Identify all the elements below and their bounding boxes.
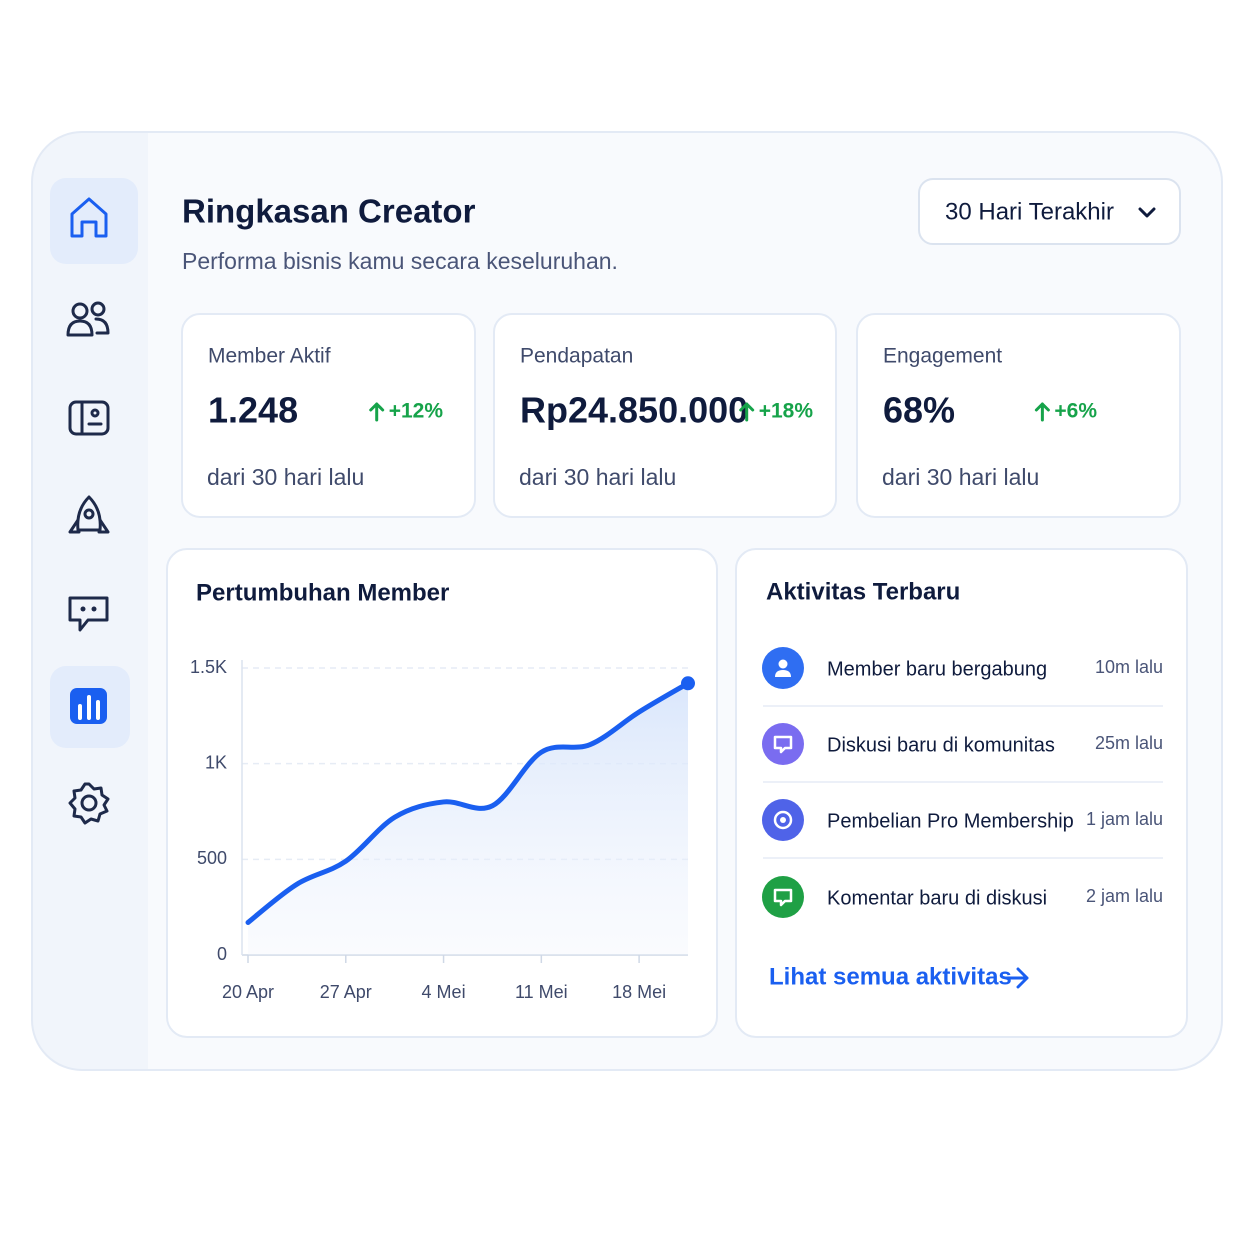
stat-value: Rp24.850.000: [520, 390, 748, 431]
stat-change: +6%: [1054, 400, 1097, 423]
activity-text: Komentar baru di diskusi: [827, 887, 1047, 909]
stat-note: dari 30 hari lalu: [207, 464, 364, 490]
nav-home[interactable]: [70, 197, 108, 238]
stat-card: [181, 313, 476, 518]
activity-title: Aktivitas Terbaru: [766, 578, 960, 605]
stat-note: dari 30 hari lalu: [519, 464, 676, 490]
icon-glyph: [773, 735, 793, 754]
period-label: 30 Hari Terakhir: [945, 198, 1114, 225]
stat-card: [856, 313, 1181, 518]
x-tick-label: 4 Mei: [422, 982, 466, 1002]
page-title: Ringkasan Creator: [182, 193, 476, 230]
period-dropdown[interactable]: [918, 178, 1181, 245]
up-arrow: [1034, 402, 1050, 422]
activity-text: Member baru bergabung: [827, 658, 1047, 680]
sidebar: [32, 132, 148, 1070]
y-tick-label: 500: [197, 848, 227, 868]
x-tick-label: 18 Mei: [612, 982, 666, 1002]
icon-glyph: [778, 659, 788, 669]
nav-content[interactable]: [68, 400, 110, 436]
up-arrow: [739, 402, 755, 422]
nav-analytics[interactable]: [70, 688, 107, 724]
nav-community[interactable]: [68, 596, 109, 632]
stat-change: +12%: [389, 400, 444, 423]
icon-glyph: [773, 810, 793, 830]
activity-icon: [762, 876, 804, 918]
up-arrow: [369, 402, 385, 422]
stat-label: Engagement: [883, 345, 1002, 368]
line: [245, 680, 691, 925]
activity-time: 2 jam lalu: [1086, 886, 1163, 906]
stat-label: Pendapatan: [520, 345, 633, 368]
stat-value: 1.248: [208, 390, 298, 431]
area: [248, 683, 688, 955]
nav-settings[interactable]: [68, 782, 110, 825]
icon-glyph: [775, 670, 791, 677]
y-tick-label: 1K: [205, 752, 227, 772]
nav-dot: [80, 606, 86, 612]
nav-launch[interactable]: [68, 495, 110, 534]
chevron: [1138, 207, 1156, 218]
y-tick-label: 0: [217, 944, 227, 964]
frame-border: [31, 131, 1223, 1071]
stat-value: 68%: [883, 390, 955, 431]
page-subtitle: Performa bisnis kamu secara keseluruhan.: [182, 248, 618, 274]
x-tick-label: 27 Apr: [320, 982, 372, 1002]
activity-icon: [762, 723, 804, 765]
activity-time: 25m lalu: [1095, 733, 1163, 753]
x-tick-label: 11 Mei: [515, 982, 568, 1002]
chart-title: Pertumbuhan Member: [196, 579, 449, 606]
activity-time: 10m lalu: [1095, 657, 1163, 677]
nav-members[interactable]: [66, 301, 110, 337]
stat-label: Member Aktif: [208, 345, 331, 368]
y-tick-label: 1.5K: [190, 657, 227, 677]
stat-note: dari 30 hari lalu: [882, 464, 1039, 490]
nav-dot: [91, 606, 97, 612]
activity-text: Pembelian Pro Membership: [827, 810, 1074, 832]
activity-time: 1 jam lalu: [1086, 809, 1163, 829]
activity-text: Diskusi baru di komunitas: [827, 734, 1055, 756]
stat-card: [493, 313, 837, 518]
icon-glyph: [780, 817, 786, 823]
end-point: [681, 676, 695, 691]
stat-change: +18%: [759, 400, 814, 423]
activity-card: [735, 548, 1188, 1038]
x-tick-label: 20 Apr: [222, 982, 274, 1002]
icon-glyph: [773, 888, 793, 907]
activity-link[interactable]: Lihat semua aktivitas: [769, 963, 1012, 990]
link-arrow: [1005, 967, 1029, 989]
